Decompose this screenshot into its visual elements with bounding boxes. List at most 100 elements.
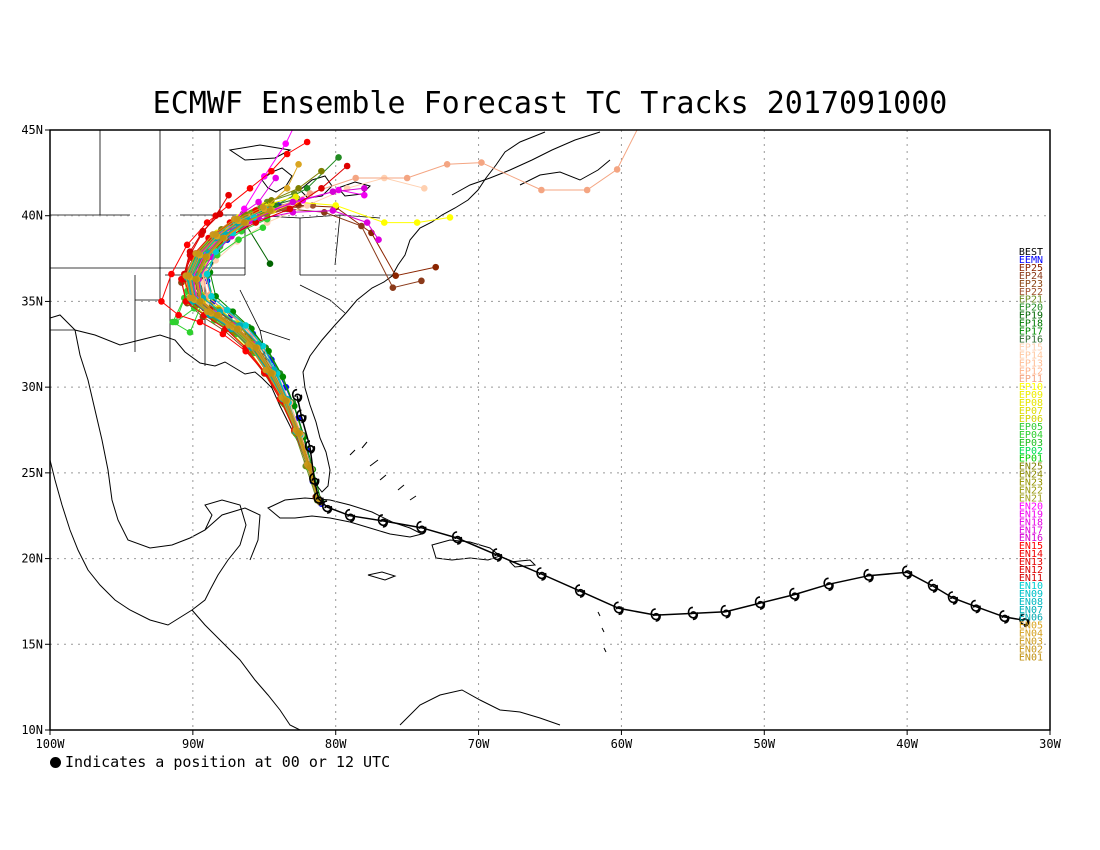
canada-coastline <box>451 131 611 196</box>
plot-frame <box>49 129 1051 731</box>
track-position-dot <box>202 253 210 261</box>
hurricane-symbol-icon <box>344 508 356 523</box>
hurricane-symbol-icon <box>416 520 427 535</box>
track-position-dot <box>279 373 287 381</box>
legend-entry-ep17: EP17 <box>1019 327 1043 338</box>
legend-entry-en02: EN02 <box>1019 645 1043 656</box>
y-tick-label: 15N <box>21 637 43 651</box>
track-position-dot <box>392 272 400 280</box>
track-position-dot <box>286 205 294 213</box>
track-position-dot <box>175 311 182 319</box>
track-position-dot <box>360 184 368 192</box>
track-position-dot <box>613 166 621 173</box>
legend: BESTEEMNEP25EP24EP23EP22EP21EP20EP19EP18… <box>1019 247 1043 663</box>
hurricane-symbol-icon <box>574 584 586 598</box>
track-position-dot <box>169 318 177 326</box>
track-position-dot <box>642 110 649 117</box>
track-position-dot <box>268 167 275 175</box>
track-position-dot <box>259 224 267 232</box>
legend-entry-ep15: EP15 <box>1019 342 1043 353</box>
track-position-dot <box>158 298 165 305</box>
track-position-dot <box>229 308 237 316</box>
central-america-coastline <box>191 609 301 730</box>
legend-entry-en08: EN08 <box>1019 597 1043 608</box>
track-position-dot <box>216 210 224 218</box>
legend-entry-en14: EN14 <box>1019 549 1043 560</box>
hurricane-symbol-icon <box>309 472 320 487</box>
legend-entry-en23: EN23 <box>1019 478 1043 489</box>
track-position-dot <box>329 188 337 196</box>
track-position-dot <box>432 263 440 271</box>
bahamas-islands <box>349 441 417 501</box>
legend-entry-en10: EN10 <box>1019 581 1043 592</box>
legend-entry-en24: EN24 <box>1019 470 1043 481</box>
legend-entry-ep23: EP23 <box>1019 279 1043 290</box>
legend-entry-ep16: EP16 <box>1019 334 1043 345</box>
x-tick-label: 70W <box>468 737 490 751</box>
track-line <box>180 210 318 499</box>
track-position-dot <box>185 272 192 280</box>
legend-entry-ep09: EP09 <box>1019 390 1043 401</box>
track-position-dot <box>318 184 325 192</box>
x-tick-label: 60W <box>611 737 633 751</box>
legend-entry-en09: EN09 <box>1019 589 1043 600</box>
y-tick-label: 20N <box>21 552 43 566</box>
x-tick-label: 100W <box>36 737 66 751</box>
track-line <box>195 210 321 503</box>
track-position-dot <box>268 370 275 377</box>
legend-entry-en20: EN20 <box>1019 501 1043 512</box>
coastlines-and-borders <box>50 130 611 730</box>
hurricane-symbol-icon <box>720 604 731 619</box>
legend-entry-best: BEST <box>1019 247 1043 258</box>
track-position-dot <box>389 284 397 292</box>
track-position-dot <box>320 208 328 216</box>
legend-entry-en03: EN03 <box>1019 637 1043 648</box>
hurricane-symbol-icon <box>304 440 316 454</box>
track-position-dot <box>212 248 220 256</box>
track-position-dot <box>212 231 220 238</box>
track-position-dot <box>240 219 248 226</box>
track-position-dot <box>303 138 311 146</box>
legend-entry-ep05: EP05 <box>1019 422 1043 433</box>
x-tick-label: 30W <box>1039 737 1061 751</box>
track-position-dot <box>213 311 221 319</box>
track-position-dot <box>283 184 291 192</box>
track-ep10 <box>190 198 454 502</box>
cuba-coastline <box>267 497 424 538</box>
legend-entry-ep10: EP10 <box>1019 382 1043 393</box>
track-position-dot <box>443 160 451 168</box>
hurricane-symbol-icon <box>863 568 874 583</box>
track-en01 <box>192 207 324 506</box>
y-tick-label: 40N <box>21 209 43 223</box>
track-position-dot <box>196 298 204 305</box>
track-position-dot <box>246 184 254 192</box>
best-track <box>291 388 1030 628</box>
hurricane-symbol-icon <box>947 591 959 605</box>
legend-entry-en19: EN19 <box>1019 509 1043 520</box>
track-position-dot <box>306 464 314 472</box>
x-tick-label: 40W <box>896 737 918 751</box>
track-position-dot <box>363 219 371 226</box>
legend-entry-ep11: EP11 <box>1019 374 1043 385</box>
legend-entry-ep04: EP04 <box>1019 430 1043 441</box>
best-track-line <box>296 395 1025 622</box>
hurricane-symbol-icon <box>1019 613 1030 628</box>
hurricane-symbol-icon <box>536 567 547 581</box>
legend-entry-en16: EN16 <box>1019 533 1043 544</box>
legend-entry-en18: EN18 <box>1019 517 1043 528</box>
hurricane-symbol-icon <box>613 601 624 616</box>
y-tick-label: 25N <box>21 466 43 480</box>
track-position-dot <box>318 167 325 175</box>
legend-entry-en15: EN15 <box>1019 541 1043 552</box>
track-position-dot <box>252 344 260 352</box>
hurricane-symbol-icon <box>927 579 939 593</box>
legend-entry-ep07: EP07 <box>1019 406 1043 417</box>
track-position-dot <box>352 174 360 182</box>
legend-entry-en07: EN07 <box>1019 605 1043 616</box>
hurricane-symbol-icon <box>999 610 1010 624</box>
legend-entry-ep19: EP19 <box>1019 311 1043 322</box>
track-position-dot <box>186 248 194 256</box>
track-position-dot <box>332 202 340 209</box>
track-position-dot <box>403 174 411 182</box>
